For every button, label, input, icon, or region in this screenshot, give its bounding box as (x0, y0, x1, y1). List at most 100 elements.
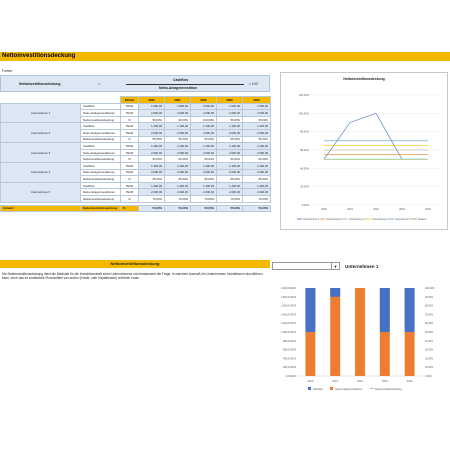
value-cell[interactable]: 1.400,00 (216, 181, 243, 190)
value-cell[interactable]: 65,00% (216, 175, 243, 183)
bar-investment (330, 288, 341, 376)
value-cell[interactable]: 60,00% (242, 155, 271, 163)
y-tick-label-left: 1.600,00 EUR (281, 305, 296, 308)
value-cell[interactable]: 1.200,00 (190, 142, 217, 150)
value-cell[interactable]: 1.300,00 (190, 161, 217, 170)
value-cell[interactable]: 2.000,00 (216, 109, 243, 117)
value-cell[interactable]: 60,00% (164, 155, 191, 163)
metric-label: Netto-Anlageinvestitionen (80, 109, 121, 117)
value-cell[interactable]: 70,00% (242, 194, 271, 203)
value-cell[interactable]: 1.300,00 (242, 161, 271, 170)
value-cell[interactable]: 2.000,00 (190, 148, 217, 157)
y-tick-label: 80,00% (300, 130, 309, 134)
target-value[interactable]: 50,00% (242, 204, 271, 213)
value-cell[interactable]: 1.400,00 (190, 181, 217, 190)
value-cell[interactable]: 70,00% (190, 194, 217, 203)
value-cell[interactable]: 2.000,00 (242, 148, 271, 157)
value-cell[interactable]: 2.000,00 (138, 128, 165, 137)
value-cell[interactable]: 1.200,00 (138, 142, 165, 150)
chevron-down-icon[interactable]: ▼ (331, 263, 339, 270)
value-cell[interactable]: 50,00% (242, 115, 271, 124)
value-cell[interactable]: 2.000,00 (138, 148, 165, 157)
value-cell[interactable]: 1.100,00 (138, 122, 165, 130)
value-cell[interactable]: 65,00% (138, 175, 165, 183)
value-cell[interactable]: 2.000,00 (138, 188, 165, 196)
value-cell[interactable]: 2.000,00 (216, 168, 243, 177)
y-tick-label: 0,00% (302, 203, 310, 207)
value-cell[interactable]: 1.300,00 (138, 161, 165, 170)
value-cell[interactable]: 2.000,00 (216, 188, 243, 196)
value-cell[interactable]: 55,00% (190, 135, 217, 144)
value-cell[interactable]: 2.000,00 (190, 128, 217, 137)
value-cell[interactable]: 1.200,00 (216, 142, 243, 150)
metric-label: Nettoinvestitionsdeckung (80, 115, 121, 124)
value-cell[interactable]: 1.200,00 (164, 142, 191, 150)
value-cell[interactable]: 70,00% (164, 194, 191, 203)
legend-label: Cashflow (313, 388, 323, 391)
value-cell[interactable]: 1.300,00 (164, 161, 191, 170)
value-cell[interactable]: 55,00% (216, 135, 243, 144)
value-cell[interactable]: 1.400,00 (164, 181, 191, 190)
unit-cell: TEUR (120, 128, 139, 137)
value-cell[interactable]: 60,00% (138, 155, 165, 163)
value-cell[interactable]: 1.800,00 (164, 102, 191, 111)
y-tick-label-right: 0,00% (425, 375, 433, 378)
value-cell[interactable]: 2.000,00 (138, 109, 165, 117)
value-cell[interactable]: 2.000,00 (190, 102, 217, 111)
value-cell[interactable]: 2.000,00 (164, 188, 191, 196)
value-cell[interactable]: 1.100,00 (242, 122, 271, 130)
value-cell[interactable]: 70,00% (138, 194, 165, 203)
value-cell[interactable]: 1.400,00 (138, 181, 165, 190)
target-value[interactable]: 50,00% (190, 204, 217, 213)
value-cell[interactable]: 1.000,00 (242, 102, 271, 111)
value-cell[interactable]: 2.000,00 (164, 168, 191, 177)
company-select[interactable]: ▼ (272, 262, 340, 270)
legend-label: Unternehmen 3 (349, 218, 366, 221)
value-cell[interactable]: 60,00% (190, 155, 217, 163)
target-value[interactable]: 50,00% (138, 204, 165, 213)
value-cell[interactable]: 1.000,00 (138, 102, 165, 111)
target-value[interactable]: 50,00% (216, 204, 243, 213)
value-cell[interactable]: 65,00% (242, 175, 271, 183)
value-cell[interactable]: 2.000,00 (190, 188, 217, 196)
y-tick-label-right: 20,00% (425, 357, 434, 360)
value-cell[interactable]: 55,00% (242, 135, 271, 144)
value-cell[interactable]: 2.000,00 (190, 109, 217, 117)
value-cell[interactable]: 2.000,00 (164, 109, 191, 117)
value-cell[interactable]: 2.000,00 (190, 168, 217, 177)
value-cell[interactable]: 70,00% (216, 194, 243, 203)
value-cell[interactable]: 50,00% (216, 115, 243, 124)
header-year: 2021 (164, 96, 191, 104)
value-cell[interactable]: 65,00% (164, 175, 191, 183)
value-cell[interactable]: 1.100,00 (216, 122, 243, 130)
header-empty (80, 96, 121, 104)
target-value[interactable]: 50,00% (164, 204, 191, 213)
value-cell[interactable]: 2.000,00 (164, 148, 191, 157)
value-cell[interactable]: 1.300,00 (216, 161, 243, 170)
value-cell[interactable]: 1.100,00 (164, 122, 191, 130)
value-cell[interactable]: 2.000,00 (242, 188, 271, 196)
value-cell[interactable]: 2.000,00 (216, 148, 243, 157)
value-cell[interactable]: 55,00% (164, 135, 191, 144)
value-cell[interactable]: 2.000,00 (242, 168, 271, 177)
value-cell[interactable]: 90,00% (164, 115, 191, 124)
value-cell[interactable]: 1.200,00 (242, 142, 271, 150)
value-cell[interactable]: 60,00% (216, 155, 243, 163)
legend-label: Unternehmen 5 (395, 218, 412, 221)
value-cell[interactable]: 2.000,00 (164, 128, 191, 137)
value-cell[interactable]: 2.000,00 (242, 128, 271, 137)
value-cell[interactable]: 1.000,00 (216, 102, 243, 111)
value-cell[interactable]: 2.000,00 (242, 109, 271, 117)
metric-label: Netto-Anlageinvestitionen (80, 148, 121, 157)
y-tick-label-right: 80,00% (425, 305, 434, 308)
value-cell[interactable]: 100,00% (190, 115, 217, 124)
value-cell[interactable]: 50,00% (138, 115, 165, 124)
value-cell[interactable]: 65,00% (190, 175, 217, 183)
value-cell[interactable]: 1.100,00 (190, 122, 217, 130)
value-cell[interactable]: 2.000,00 (216, 128, 243, 137)
value-cell[interactable]: 55,00% (138, 135, 165, 144)
bar-investment (355, 288, 365, 376)
value-cell[interactable]: 2.000,00 (138, 168, 165, 177)
value-cell[interactable]: 1.400,00 (242, 181, 271, 190)
table-row: Netto-Anlageinvestitionen TEUR 2.000,00 2.0… (1, 109, 271, 117)
